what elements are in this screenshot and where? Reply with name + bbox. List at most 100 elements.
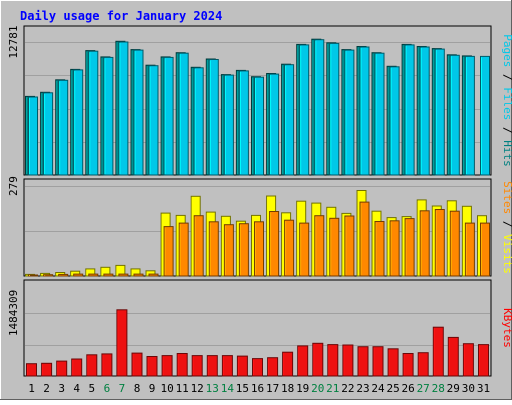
- bar-sites-day-10: [163, 226, 174, 277]
- bar-sites-day-11: [178, 222, 189, 277]
- bar-kbytes-day-26: [402, 353, 414, 377]
- bar-kbytes-day-27: [417, 352, 429, 377]
- x-tick-label-25: 25: [386, 382, 399, 395]
- bar-files-day-30: [464, 55, 475, 176]
- bar-kbytes-day-11: [176, 353, 188, 377]
- legend-item: Hits: [501, 140, 512, 167]
- bar-kbytes-day-2: [41, 362, 53, 377]
- bar-files-day-31: [480, 55, 490, 176]
- bar-sites-day-13: [208, 221, 219, 277]
- x-tick-label-9: 9: [149, 382, 156, 395]
- bar-sites-day-31: [480, 222, 490, 277]
- x-tick-label-10: 10: [160, 382, 173, 395]
- bar-sites-day-21: [329, 217, 340, 277]
- bar-kbytes-day-13: [206, 355, 218, 377]
- bar-kbytes-day-20: [312, 342, 324, 377]
- bar-files-day-19: [299, 44, 310, 176]
- x-tick-label-11: 11: [176, 382, 189, 395]
- bar-files-day-15: [238, 70, 249, 176]
- legend-item: Pages: [501, 34, 512, 67]
- bar-files-day-7: [118, 41, 129, 176]
- panel-hits-legend: Pages / Files / Hits: [501, 34, 512, 167]
- bar-kbytes-day-12: [191, 355, 203, 377]
- bar-files-day-29: [449, 54, 460, 176]
- x-tick-label-3: 3: [58, 382, 65, 395]
- x-tick-label-12: 12: [191, 382, 204, 395]
- legend-item: KBytes: [501, 308, 512, 348]
- legend-item: Sites: [501, 181, 512, 214]
- bar-sites-day-9: [148, 273, 159, 277]
- x-tick-label-17: 17: [266, 382, 279, 395]
- bar-sites-day-19: [299, 222, 310, 277]
- bar-files-day-24: [374, 52, 385, 176]
- x-tick-label-14: 14: [221, 382, 235, 395]
- x-tick-label-29: 29: [447, 382, 460, 395]
- bar-files-day-18: [284, 64, 295, 176]
- series-sites: [28, 201, 490, 277]
- bar-kbytes-day-4: [71, 358, 83, 377]
- bar-files-day-26: [404, 44, 415, 176]
- series-files: [28, 39, 490, 176]
- bar-sites-day-16: [254, 221, 264, 277]
- x-tick-label-23: 23: [356, 382, 369, 395]
- bar-sites-day-6: [103, 273, 114, 277]
- panel-visits-legend: Sites / Visits: [501, 181, 512, 274]
- bar-kbytes-day-18: [282, 351, 294, 377]
- bar-kbytes-day-31: [478, 344, 489, 377]
- chart-panels: 12781 Pages / Files / Hits 279 Sites / Visi…: [7, 25, 512, 377]
- x-tick-label-5: 5: [88, 382, 95, 395]
- bar-files-day-6: [103, 56, 114, 176]
- x-axis-labels: 1 2 3 4 5 6 7 8 9 10 11 12 13 14 15 16 17 18 19 20 21 22 23 24 2…: [28, 382, 490, 395]
- bar-sites-day-29: [449, 210, 460, 277]
- x-tick-label-8: 8: [134, 382, 141, 395]
- x-tick-label-13: 13: [206, 382, 219, 395]
- x-tick-label-21: 21: [326, 382, 339, 395]
- bar-kbytes-day-5: [86, 354, 98, 377]
- x-tick-label-27: 27: [417, 382, 430, 395]
- bar-sites-day-2: [43, 274, 54, 277]
- bar-kbytes-day-21: [327, 344, 339, 377]
- bar-sites-day-22: [344, 215, 355, 277]
- bar-files-day-3: [58, 79, 69, 176]
- bar-sites-day-17: [269, 211, 280, 277]
- bar-sites-day-3: [58, 273, 69, 277]
- bar-files-day-16: [254, 76, 264, 176]
- x-tick-label-2: 2: [43, 382, 50, 395]
- bar-files-day-14: [223, 74, 234, 176]
- bar-kbytes-day-25: [387, 348, 399, 377]
- x-tick-label-4: 4: [73, 382, 80, 395]
- legend-item: /: [501, 120, 512, 140]
- x-tick-label-30: 30: [462, 382, 475, 395]
- bar-files-day-1: [28, 96, 38, 176]
- chart-title: Daily usage for January 2024: [20, 9, 222, 23]
- bar-files-day-28: [434, 48, 445, 176]
- x-tick-label-16: 16: [251, 382, 264, 395]
- bar-files-day-13: [208, 59, 219, 176]
- bar-files-day-17: [269, 73, 280, 176]
- x-tick-label-28: 28: [432, 382, 445, 395]
- panel-visits: 279 Sites / Visits: [7, 176, 512, 277]
- bar-kbytes-day-14: [221, 355, 233, 377]
- bar-files-day-10: [163, 56, 174, 176]
- bar-sites-day-24: [374, 221, 385, 277]
- bar-kbytes-day-16: [252, 358, 263, 377]
- bar-files-day-5: [88, 50, 99, 176]
- legend-item: /: [501, 67, 512, 87]
- panel-kbytes-ymax-label: 1484309: [7, 290, 20, 336]
- bar-kbytes-day-24: [372, 346, 384, 377]
- bar-sites-day-30: [464, 222, 475, 277]
- legend-item: /: [501, 214, 512, 234]
- bar-files-day-11: [178, 52, 189, 176]
- bar-sites-day-5: [88, 273, 99, 277]
- x-tick-label-18: 18: [281, 382, 294, 395]
- bar-kbytes-day-28: [432, 326, 444, 377]
- x-tick-label-15: 15: [236, 382, 249, 395]
- bar-sites-day-25: [389, 220, 400, 277]
- bar-kbytes-day-9: [146, 356, 158, 377]
- panel-hits-ymax-label: 12781: [7, 25, 20, 58]
- bar-sites-day-7: [118, 273, 129, 277]
- bar-files-day-8: [133, 49, 144, 176]
- x-tick-label-24: 24: [371, 382, 385, 395]
- bar-kbytes-day-3: [56, 360, 68, 377]
